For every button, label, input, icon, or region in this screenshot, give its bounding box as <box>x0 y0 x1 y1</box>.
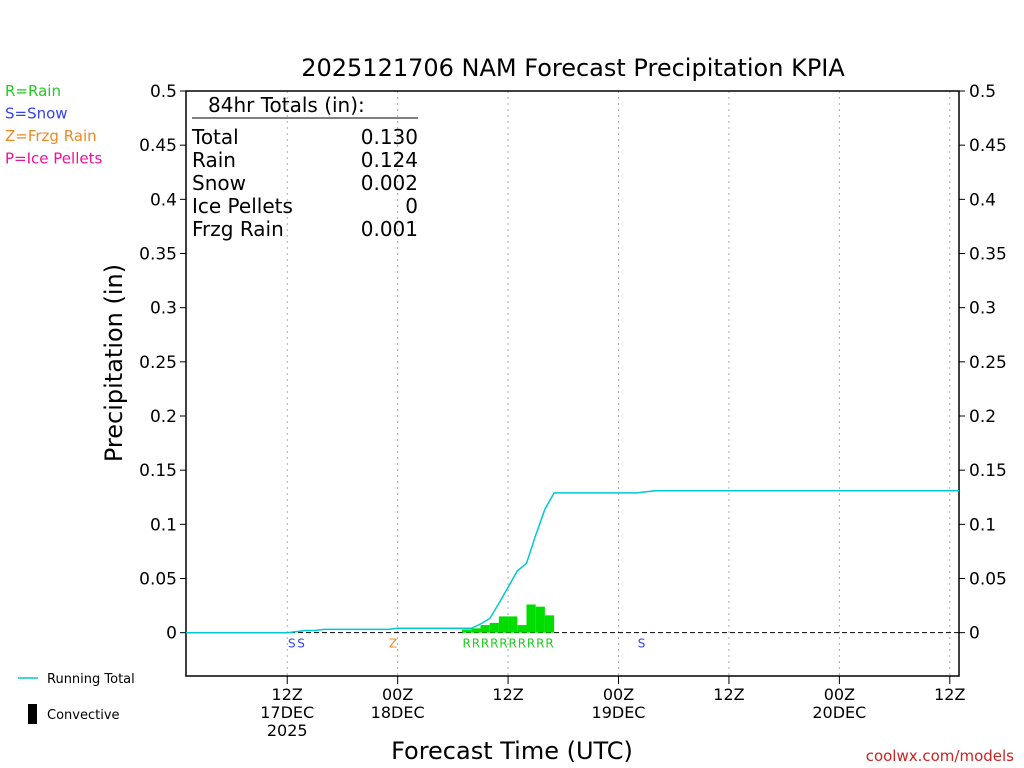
totals-row-value: 0.001 <box>361 217 418 241</box>
totals-row-value: 0.124 <box>361 148 418 172</box>
x-tick-label: 2025 <box>267 721 308 740</box>
precip-bars <box>462 604 555 633</box>
y-tick-label-right: 0.45 <box>969 136 1007 156</box>
precip-bar <box>471 628 481 633</box>
y-tick-label-right: 0.05 <box>969 570 1007 590</box>
precip-type-legend: R=Rain S=Snow Z=Frzg Rain P=Ice Pellets <box>5 82 102 168</box>
y-tick-label: 0.2 <box>150 407 177 427</box>
y-axis-right: 0 0.05 0.1 0.15 0.2 0.25 0.3 0.35 0.4 0.45 0.5 <box>959 82 1007 644</box>
y-tick-label-right: 0 <box>969 624 980 644</box>
vertical-grid <box>286 91 951 676</box>
y-tick-label-right: 0.3 <box>969 299 996 319</box>
totals-row-label: Frzg Rain <box>192 217 284 241</box>
legend-bar-swatch <box>28 704 37 724</box>
precip-bar <box>498 616 509 633</box>
totals-row-label: Total <box>191 125 239 149</box>
series-legend: Running Total Convective <box>18 672 135 724</box>
type-legend-item: Z=Frzg Rain <box>5 127 97 145</box>
totals-row-value: 0 <box>405 194 418 218</box>
precip-type-marker: S <box>638 637 646 651</box>
x-tick-label: 20DEC <box>812 703 866 722</box>
running-total-line <box>186 490 959 634</box>
totals-row-value: 0.002 <box>361 171 418 195</box>
x-tick-label: 12Z <box>492 685 523 704</box>
chart-title: 2025121706 NAM Forecast Precipitation KP… <box>301 54 845 82</box>
precip-bar <box>508 616 518 633</box>
y-tick-label-right: 0.25 <box>969 353 1007 373</box>
y-tick-label: 0.25 <box>139 353 177 373</box>
totals-row-label: Rain <box>192 148 236 172</box>
precip-bar <box>517 625 527 633</box>
x-tick-label: 00Z <box>603 685 634 704</box>
x-tick-label: 18DEC <box>371 703 425 722</box>
precip-bar <box>526 604 536 633</box>
y-tick-label: 0.45 <box>139 136 177 156</box>
y-tick-label: 0.5 <box>150 82 177 102</box>
y-tick-label-right: 0.1 <box>969 515 996 535</box>
y-tick-label-right: 0.15 <box>969 461 1007 481</box>
x-tick-label: 00Z <box>382 685 413 704</box>
legend-label: Convective <box>47 708 120 723</box>
precip-type-marker: S <box>288 637 296 651</box>
y-tick-label: 0 <box>166 624 177 644</box>
precip-type-marker: R <box>545 637 553 651</box>
precip-type-marker: R <box>518 637 526 651</box>
totals-row-label: Ice Pellets <box>192 194 293 218</box>
totals-box: 84hr Totals (in): Total 0.130 Rain 0.124 Snow… <box>191 93 418 241</box>
x-tick-label: 17DEC <box>260 703 314 722</box>
precip-type-marker: Z <box>389 637 397 651</box>
x-tick-label: 12Z <box>713 685 744 704</box>
precip-type-marker: R <box>499 637 507 651</box>
precip-type-marker: R <box>536 637 544 651</box>
y-tick-label: 0.4 <box>150 190 177 210</box>
precip-bar <box>480 625 490 633</box>
y-tick-label: 0.1 <box>150 515 177 535</box>
precip-type-marker: R <box>472 637 480 651</box>
credit-text: coolwx.com/models <box>866 747 1014 765</box>
type-legend-item: R=Rain <box>5 82 61 100</box>
precip-type-marker: R <box>509 637 517 651</box>
precip-bar <box>535 606 545 633</box>
running-total-series <box>186 490 959 634</box>
y-tick-label: 0.15 <box>139 461 177 481</box>
x-tick-label: 19DEC <box>592 703 646 722</box>
y-axis: 0 0.05 0.1 0.15 0.2 0.25 0.3 0.35 0.4 0.45 0.5 <box>139 82 186 644</box>
precip-bar <box>462 629 472 633</box>
totals-row-value: 0.130 <box>361 125 418 149</box>
y-tick-label-right: 0.4 <box>969 190 996 210</box>
y-tick-label-right: 0.5 <box>969 82 996 102</box>
y-tick-label-right: 0.35 <box>969 245 1007 265</box>
totals-header: 84hr Totals (in): <box>208 93 365 117</box>
y-axis-label: Precipitation (in) <box>100 264 128 462</box>
type-legend-item: S=Snow <box>5 105 68 123</box>
precip-type-marker: S <box>297 637 305 651</box>
x-tick-label: 12Z <box>272 685 303 704</box>
precip-type-marker: R <box>490 637 498 651</box>
precip-type-marker: R <box>527 637 535 651</box>
precip-bar <box>489 622 499 633</box>
y-tick-label: 0.05 <box>139 570 177 590</box>
x-tick-label: 12Z <box>934 685 965 704</box>
y-tick-label: 0.35 <box>139 245 177 265</box>
y-tick-label: 0.3 <box>150 299 177 319</box>
precip-bar <box>544 615 555 633</box>
totals-row-label: Snow <box>192 171 246 195</box>
precip-type-marker: R <box>481 637 489 651</box>
legend-label: Running Total <box>47 672 135 687</box>
y-tick-label-right: 0.2 <box>969 407 996 427</box>
x-axis-label: Forecast Time (UTC) <box>391 737 633 765</box>
type-legend-item: P=Ice Pellets <box>5 150 102 168</box>
plot-frame <box>185 90 960 677</box>
precip-type-marker: R <box>463 637 471 651</box>
x-tick-label: 00Z <box>824 685 855 704</box>
